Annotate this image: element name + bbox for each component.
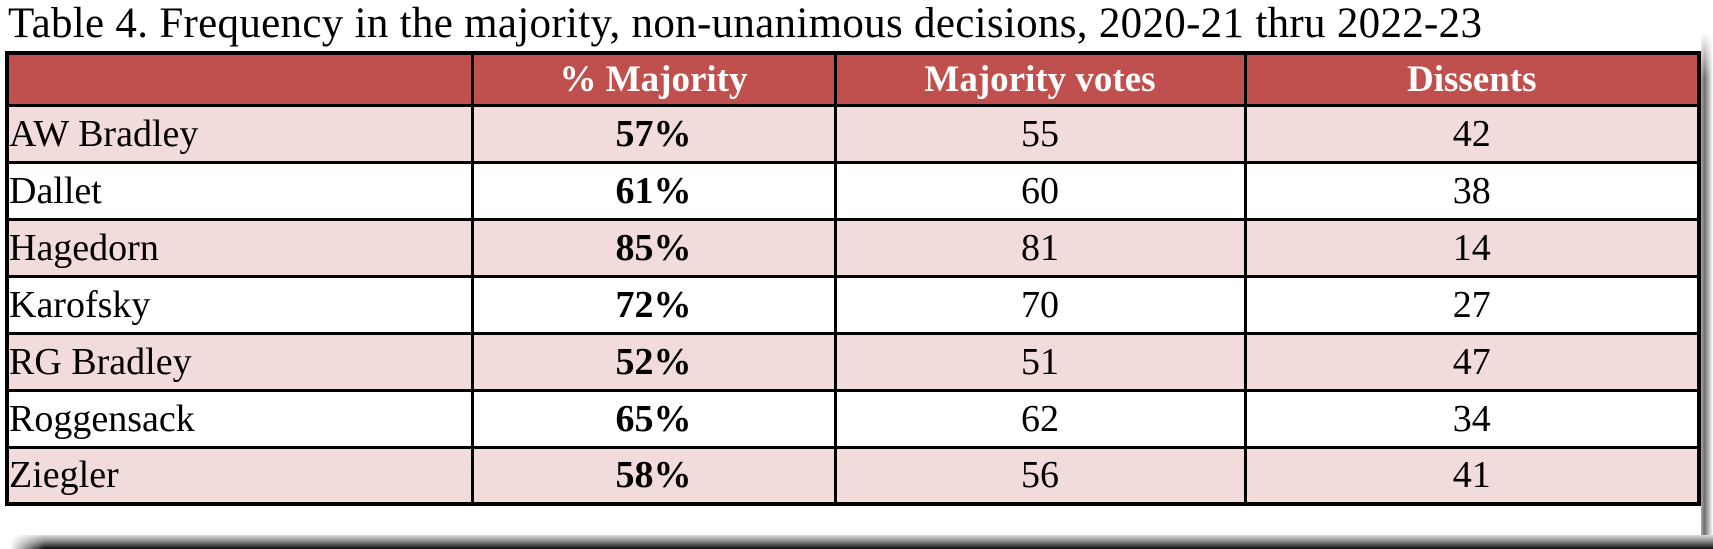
table-row: Karofsky 72% 70 27 <box>5 274 1701 335</box>
justice-name-cell: Hagedorn <box>5 217 474 278</box>
table-row: Hagedorn 85% 81 14 <box>5 217 1701 278</box>
pct-majority-cell: 72% <box>470 274 837 335</box>
table-row: Roggensack 65% 62 34 <box>5 388 1701 449</box>
justice-name-cell: RG Bradley <box>5 331 474 392</box>
drop-shadow-bottom <box>10 535 1713 549</box>
majority-votes-cell: 56 <box>833 445 1247 506</box>
justice-name-cell: Karofsky <box>5 274 474 335</box>
header-row: % Majority Majority votes Dissents <box>5 51 1701 107</box>
justice-name-cell: Roggensack <box>5 388 474 449</box>
drop-shadow-right <box>1701 33 1713 549</box>
justice-name-cell: Dallet <box>5 160 474 221</box>
dissents-cell: 27 <box>1243 274 1701 335</box>
header-majority-votes: Majority votes <box>833 51 1247 107</box>
header-dissents: Dissents <box>1243 51 1701 107</box>
dissents-cell: 41 <box>1243 445 1701 506</box>
majority-votes-cell: 62 <box>833 388 1247 449</box>
majority-votes-cell: 51 <box>833 331 1247 392</box>
table-row: AW Bradley 57% 55 42 <box>5 103 1701 164</box>
table-row: Dallet 61% 60 38 <box>5 160 1701 221</box>
majority-votes-cell: 55 <box>833 103 1247 164</box>
justice-name-cell: AW Bradley <box>5 103 474 164</box>
pct-majority-cell: 65% <box>470 388 837 449</box>
dissents-cell: 47 <box>1243 331 1701 392</box>
justice-name-cell: Ziegler <box>5 445 474 506</box>
dissents-cell: 42 <box>1243 103 1701 164</box>
pct-majority-cell: 52% <box>470 331 837 392</box>
majority-votes-cell: 70 <box>833 274 1247 335</box>
table-title: Table 4. Frequency in the majority, non-… <box>8 0 1483 47</box>
pct-majority-cell: 57% <box>470 103 837 164</box>
header-pct-majority: % Majority <box>470 51 837 107</box>
pct-majority-cell: 58% <box>470 445 837 506</box>
dissents-cell: 14 <box>1243 217 1701 278</box>
table-row: Ziegler 58% 56 41 <box>5 445 1701 506</box>
majority-votes-cell: 60 <box>833 160 1247 221</box>
table-row: RG Bradley 52% 51 47 <box>5 331 1701 392</box>
majority-votes-cell: 81 <box>833 217 1247 278</box>
majority-frequency-table: % Majority Majority votes Dissents AW Br… <box>5 51 1701 506</box>
header-justice <box>5 51 474 107</box>
pct-majority-cell: 85% <box>470 217 837 278</box>
dissents-cell: 38 <box>1243 160 1701 221</box>
pct-majority-cell: 61% <box>470 160 837 221</box>
dissents-cell: 34 <box>1243 388 1701 449</box>
